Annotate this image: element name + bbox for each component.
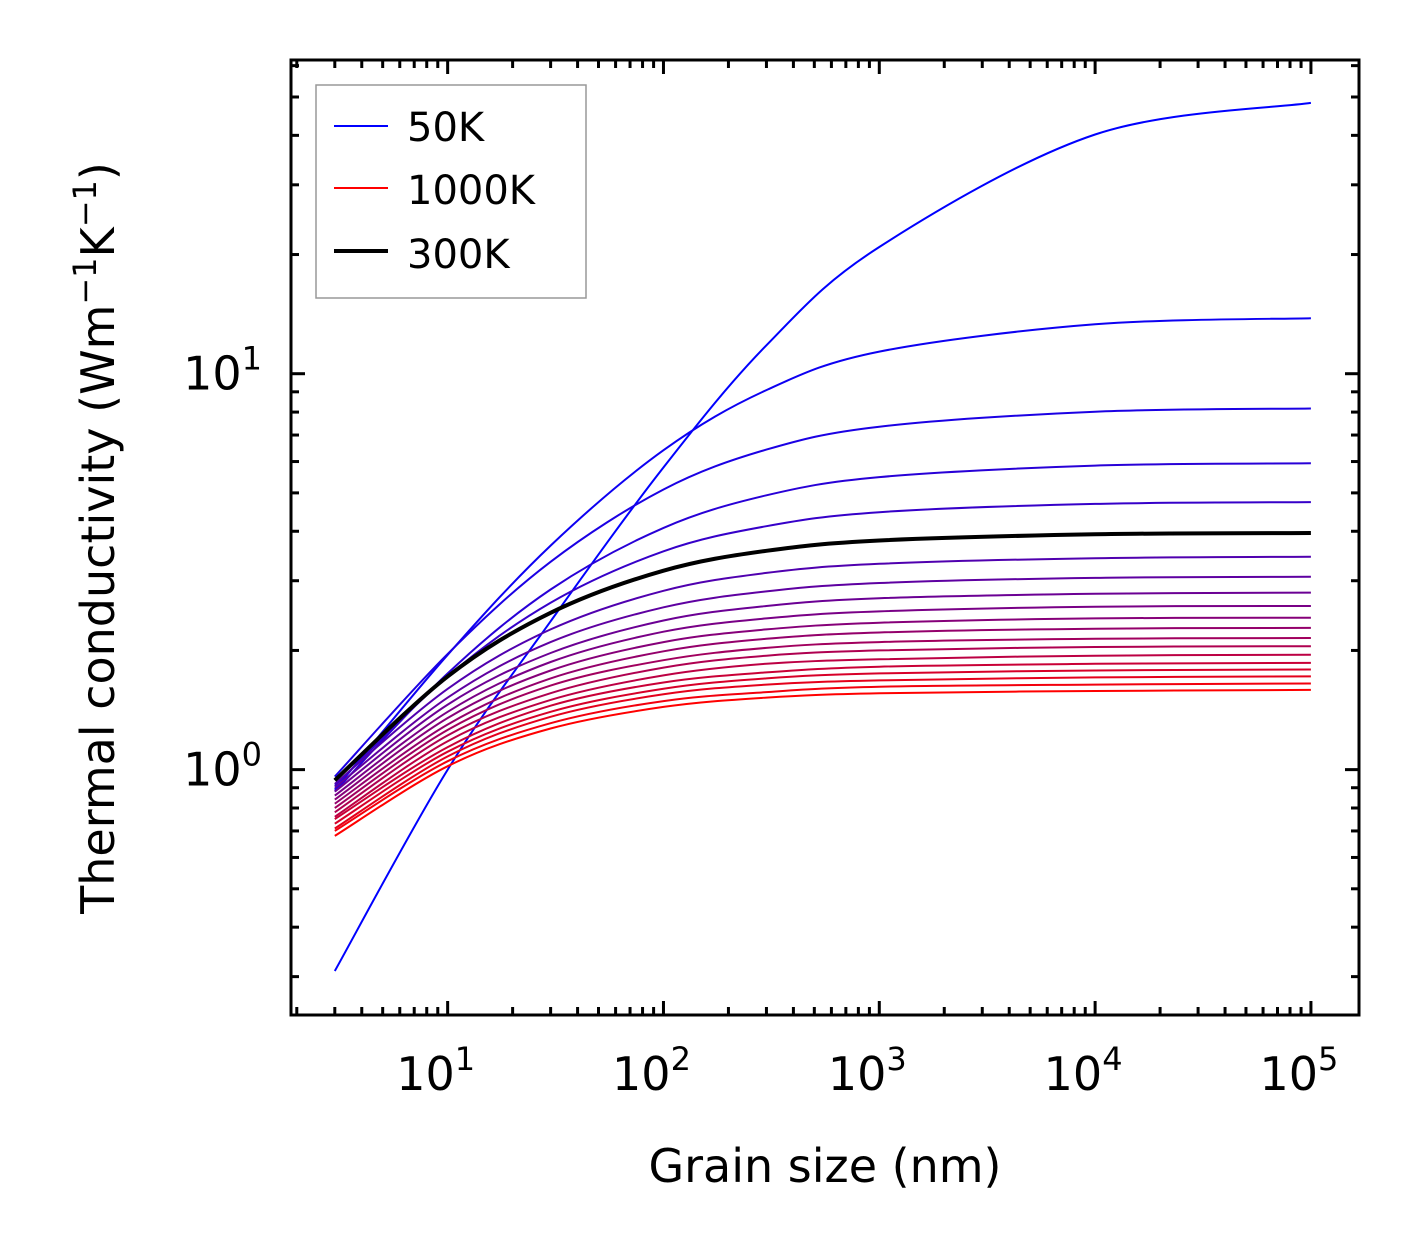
y-label-pre: Thermal conductivity (Wm (71, 305, 125, 915)
series-line-200k (334, 462, 1311, 793)
x-tick-label: 105 (1259, 1040, 1338, 1101)
legend: 50K 1000K 300K (315, 84, 587, 299)
y-label-mid: K (71, 225, 125, 257)
plot-frame (289, 58, 1361, 1017)
series-line-750k (334, 653, 1311, 818)
series-line-400k (334, 575, 1311, 789)
x-tick-label: 103 (828, 1040, 907, 1101)
series-line-550k (334, 616, 1311, 801)
x-tick-label: 102 (612, 1040, 691, 1101)
series-line-150k (334, 407, 1311, 778)
y-label-post: ) (71, 162, 125, 180)
y-label-sup1: −1 (66, 257, 104, 304)
series-line-850k (334, 668, 1311, 825)
legend-label-1000k: 1000K (407, 168, 537, 214)
legend-label-50k: 50K (407, 105, 486, 151)
series-line-900k (334, 675, 1311, 830)
y-tick-labels: 100 101 (183, 340, 262, 797)
series-line-650k (334, 637, 1311, 809)
y-label-sup2: −1 (66, 180, 104, 227)
series-line-500k (334, 605, 1311, 797)
curves-layer (333, 101, 1312, 972)
x-axis-label: Grain size (nm) (649, 1139, 1002, 1193)
series-line-1000k (334, 688, 1311, 837)
series-line-300k (333, 531, 1311, 782)
x-tick-labels: 101 102 103 104 105 (396, 1040, 1338, 1101)
series-line-800k (334, 661, 1311, 820)
series-line-350k (334, 555, 1311, 785)
x-tick-label: 101 (396, 1040, 475, 1101)
series-line-950k (334, 682, 1311, 832)
series-line-600k (334, 626, 1311, 805)
series-line-700k (334, 645, 1311, 814)
legend-label-300k: 300K (407, 232, 511, 278)
legend-box (315, 84, 587, 299)
y-tick-label: 100 (183, 736, 262, 797)
x-tick-label: 104 (1044, 1040, 1123, 1101)
series-line-450k (334, 591, 1311, 793)
y-axis-label: Thermal conductivity (Wm−1K−1) (66, 162, 125, 915)
series-line-50k (333, 101, 1312, 972)
y-tick-label: 101 (183, 340, 262, 401)
